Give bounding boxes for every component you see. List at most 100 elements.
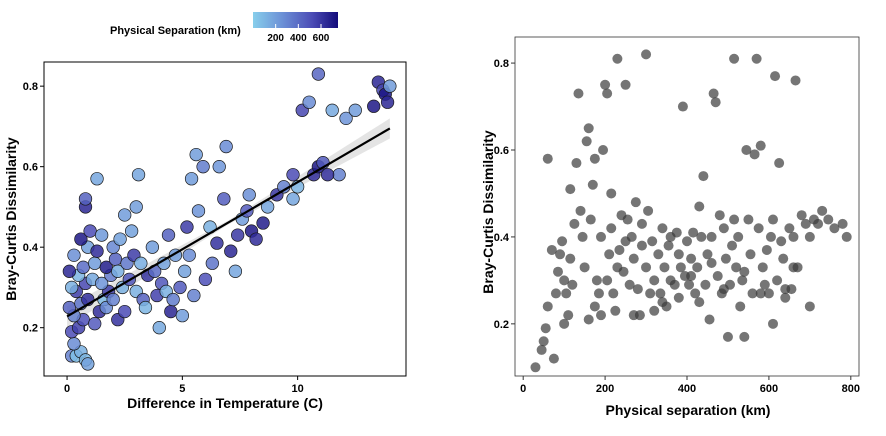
data-point <box>583 314 594 325</box>
data-point <box>152 321 166 335</box>
data-point <box>286 192 300 206</box>
data-point <box>829 223 840 234</box>
y-tick-label: 0.4 <box>23 242 39 254</box>
data-point <box>712 271 723 282</box>
data-point <box>636 240 647 251</box>
data-point <box>383 79 397 93</box>
data-point <box>540 323 551 334</box>
data-point <box>249 232 263 246</box>
y-tick-label: 0.6 <box>23 162 38 174</box>
data-point <box>645 288 656 299</box>
data-point <box>78 192 93 206</box>
data-point <box>83 224 97 238</box>
data-point <box>620 236 631 247</box>
data-point <box>755 288 766 299</box>
data-point <box>841 231 852 242</box>
data-point <box>542 301 553 312</box>
data-point <box>720 253 731 264</box>
data-point <box>177 264 192 278</box>
right-panel: 0 200 400 600 800 0.2 0.4 0.6 0.8 Physical sepa… <box>480 36 860 418</box>
data-point <box>610 305 621 316</box>
data-point <box>602 88 613 99</box>
data-point <box>166 292 180 307</box>
data-point <box>536 344 547 355</box>
data-point <box>636 218 647 229</box>
data-point <box>182 248 196 262</box>
data-point <box>205 256 219 270</box>
data-point <box>553 266 563 277</box>
data-point <box>741 145 752 155</box>
data-point <box>614 244 625 255</box>
data-point <box>145 240 160 254</box>
data-point <box>106 292 120 307</box>
right-x-ticks: 0 200 400 600 800 <box>520 376 860 395</box>
data-point <box>557 236 568 247</box>
data-point <box>700 279 711 290</box>
data-point <box>641 49 652 60</box>
data-point <box>131 168 146 182</box>
data-point <box>550 288 561 299</box>
data-point <box>76 260 90 274</box>
data-point <box>286 168 300 182</box>
data-point <box>659 262 670 273</box>
data-point <box>302 95 316 109</box>
data-point <box>577 231 588 242</box>
data-point <box>739 266 750 277</box>
y-tick-label: 0.2 <box>494 319 509 331</box>
data-point <box>686 271 697 282</box>
data-point <box>753 223 764 234</box>
data-point <box>325 103 339 117</box>
data-point <box>608 288 619 299</box>
data-point <box>657 297 668 308</box>
data-point <box>231 228 245 242</box>
data-point <box>774 158 785 169</box>
data-point <box>733 231 744 242</box>
data-point <box>692 262 703 273</box>
data-point <box>722 331 733 342</box>
data-point <box>129 200 143 214</box>
data-point <box>587 179 598 190</box>
data-point <box>790 75 801 86</box>
data-point <box>161 228 176 242</box>
data-point <box>788 231 799 242</box>
data-point <box>88 317 102 331</box>
data-point <box>81 357 95 371</box>
x-tick-label: 10 <box>292 383 304 395</box>
data-point <box>628 253 639 264</box>
data-point <box>559 318 570 329</box>
data-point <box>111 264 125 278</box>
data-point <box>655 288 666 299</box>
data-point <box>88 256 102 270</box>
x-tick-label: 600 <box>760 383 778 395</box>
left-y-ticks: 0.2 0.4 0.6 0.8 <box>23 81 44 335</box>
data-point <box>694 297 705 308</box>
data-point <box>67 337 81 351</box>
data-point <box>65 280 79 295</box>
right-points <box>530 49 852 373</box>
data-point <box>563 310 574 321</box>
data-point <box>311 67 326 81</box>
data-point <box>113 232 127 246</box>
data-point <box>780 292 791 303</box>
data-point <box>606 188 617 199</box>
data-point <box>718 284 729 295</box>
data-point <box>649 305 660 316</box>
data-point <box>180 220 194 234</box>
data-point <box>653 249 664 260</box>
data-point <box>669 279 680 290</box>
data-point <box>367 99 381 113</box>
data-point <box>665 231 676 242</box>
data-point <box>727 240 738 251</box>
data-point <box>759 279 770 290</box>
data-point <box>729 214 740 225</box>
data-point <box>591 275 602 286</box>
data-point <box>804 301 815 312</box>
data-point <box>596 310 606 321</box>
data-point <box>823 214 834 225</box>
data-point <box>731 262 742 273</box>
data-point <box>559 275 570 286</box>
legend-tick-label: 400 <box>290 33 307 44</box>
x-tick-label: 400 <box>678 383 696 395</box>
data-point <box>62 264 77 278</box>
left-trend-line <box>66 127 391 318</box>
